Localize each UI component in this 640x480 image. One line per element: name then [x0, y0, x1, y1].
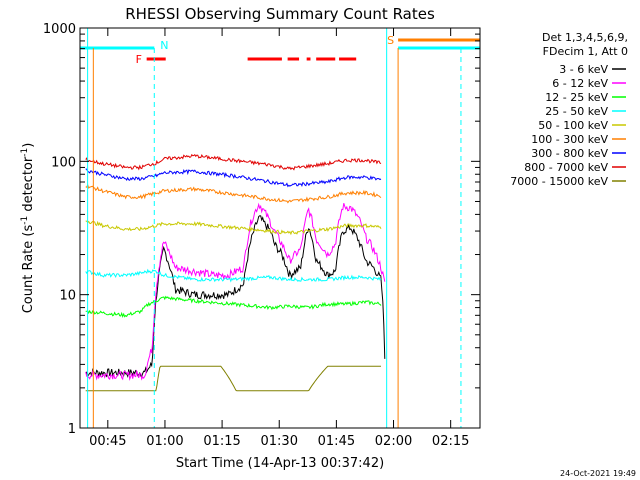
legend-label: 800 - 7000 keV: [524, 161, 608, 174]
y-tick-label: 1: [68, 422, 76, 437]
saa-bar-label: S: [387, 34, 394, 47]
series-line: [85, 215, 386, 379]
legend-label: 300 - 800 keV: [531, 147, 608, 160]
series-line: [85, 268, 382, 283]
legend-label: 6 - 12 keV: [552, 77, 608, 90]
x-axis-label: Start Time (14-Apr-13 00:37:42): [176, 456, 384, 471]
legend-header: Det 1,3,4,5,6,9,: [542, 31, 628, 44]
series-line: [85, 295, 382, 318]
series-line: [85, 220, 382, 236]
legend-label: 100 - 300 keV: [531, 133, 608, 146]
y-axis-label: Count Rate (s-1 detector-1): [20, 143, 36, 314]
series-line: [85, 202, 386, 381]
flare-label: F: [136, 53, 142, 66]
y-tick-label: 1000: [43, 22, 76, 37]
series-line: [85, 168, 382, 188]
footer-date: 24-Oct-2021 19:49: [560, 469, 636, 478]
x-tick-label: 01:45: [318, 434, 355, 449]
series-line: [85, 183, 382, 204]
legend-header: FDecim 1, Att 0: [543, 45, 628, 58]
chart-title: RHESSI Observing Summary Count Rates: [125, 5, 435, 23]
series-line: [85, 153, 382, 171]
legend-label: 25 - 50 keV: [545, 105, 608, 118]
x-tick-label: 02:15: [432, 434, 469, 449]
series-line: [85, 365, 381, 392]
x-tick-label: 02:00: [375, 434, 412, 449]
legend: Det 1,3,4,5,6,9,FDecim 1, Att 0 3 - 6 keV…: [510, 31, 628, 188]
plot-frame: [79, 27, 481, 429]
legend-label: 3 - 6 keV: [559, 63, 608, 76]
y-tick-label: 100: [51, 155, 76, 170]
x-tick-label: 01:15: [203, 434, 240, 449]
x-tick-label: 01:00: [146, 434, 183, 449]
observation-markers: N S F: [80, 28, 480, 428]
night-bar-label: N: [160, 39, 168, 52]
legend-label: 12 - 25 keV: [545, 91, 608, 104]
legend-label: 7000 - 15000 keV: [510, 175, 608, 188]
x-tick-label: 01:30: [261, 434, 298, 449]
y-tick-label: 10: [59, 289, 76, 304]
series-lines: [85, 153, 386, 392]
legend-label: 50 - 100 keV: [538, 119, 608, 132]
axis-ticks: 00:45 01:00 01:15 01:30 01:45 02:00 02:15 1 10 10…: [43, 22, 480, 449]
x-tick-label: 00:45: [89, 434, 126, 449]
